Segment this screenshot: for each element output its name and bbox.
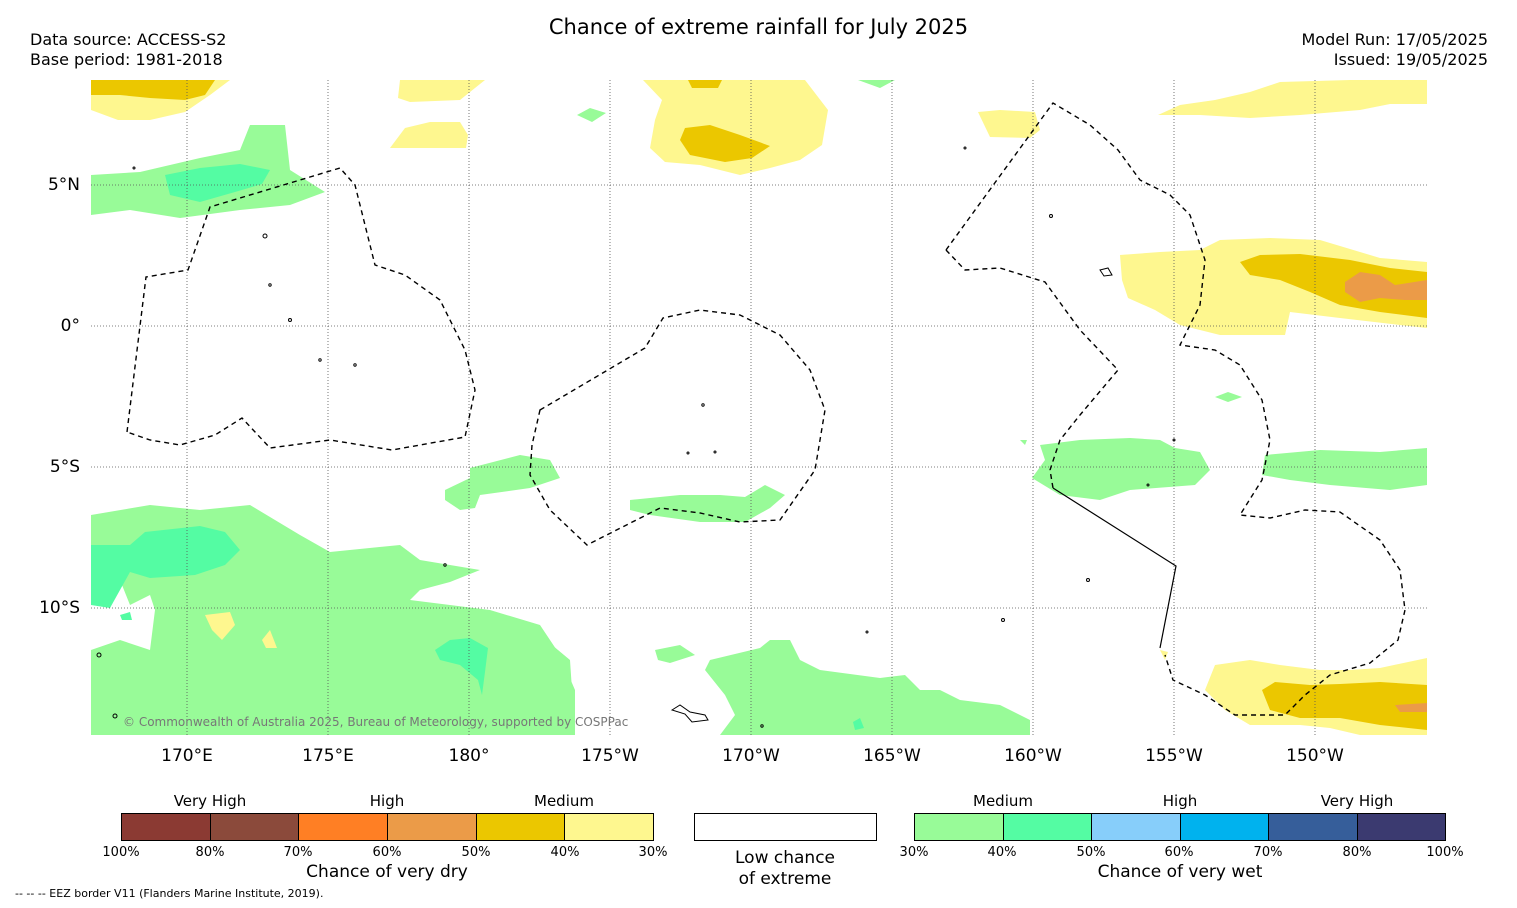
legend-dry-swatch-2 (299, 814, 389, 840)
legend-wet-cat-veryhigh: Very High (1320, 792, 1394, 810)
legend-wet-swatch-0 (915, 814, 1004, 840)
legend-dry-tick: 50% (461, 845, 491, 860)
lat-label-10s: 10°S (39, 598, 80, 618)
lon-label-175e: 175°E (302, 746, 354, 766)
legend-wet-tick: 60% (1164, 845, 1194, 860)
dry-veryhigh-regions (1345, 272, 1427, 712)
eez-solid-border (1052, 487, 1177, 649)
legend-dry-swatch-5 (565, 814, 654, 840)
lon-label-155w: 155°W (1145, 746, 1203, 766)
lon-label-165w: 165°W (863, 746, 921, 766)
legend-dry-swatch-3 (388, 814, 477, 840)
legend-dry-cat-veryhigh: Very High (173, 792, 247, 810)
legend-dry-colorbar (121, 813, 654, 841)
legend-dry-tick: 100% (102, 845, 140, 860)
copyright-credit: © Commonwealth of Australia 2025, Bureau… (123, 715, 629, 729)
lon-label-180: 180° (448, 746, 490, 766)
data-source-line: Data source: ACCESS-S2 (30, 30, 227, 49)
islands (96, 146, 1176, 728)
lat-label-0: 0° (60, 316, 80, 336)
lon-label-160w: 160°W (1004, 746, 1062, 766)
legend-wet-caption: Chance of very wet (1097, 862, 1263, 882)
dry-high-regions (91, 80, 1427, 730)
legend-wet-tick: 30% (899, 845, 929, 860)
lat-label-5n: 5°N (47, 175, 80, 195)
wet-high-regions (91, 164, 864, 730)
legend-dry-cat-high: High (369, 792, 405, 810)
legend-wet-swatch-1 (1003, 814, 1092, 840)
legend-dry-swatch-1 (210, 814, 300, 840)
legend-dry-swatch-4 (476, 814, 566, 840)
lon-label-175w: 175°W (581, 746, 639, 766)
map-layer (91, 80, 1427, 735)
wet-medium-regions (91, 80, 1427, 735)
legend-neutral-swatch (694, 813, 877, 841)
issued-line: Issued: 19/05/2025 (1333, 50, 1488, 69)
legend-neutral-caption-line2: of extreme (738, 869, 832, 889)
legend-wet-swatch-3 (1180, 814, 1269, 840)
legend-wet-swatch-2 (1092, 814, 1181, 840)
legend-wet-colorbar (914, 813, 1446, 841)
lon-label-170e: 170°E (161, 746, 213, 766)
model-run-info: Model Run: 17/05/2025 Issued: 19/05/2025 (1302, 30, 1489, 70)
legend-dry-tick: 30% (638, 845, 668, 860)
legend-neutral-caption-line1: Low chance (735, 848, 835, 868)
eez-footnote: -- -- -- EEZ border V11 (Flanders Marine… (15, 887, 324, 900)
map-title: Chance of extreme rainfall for July 2025 (548, 15, 969, 39)
legend-wet-tick: 70% (1253, 845, 1283, 860)
legend-wet-cat-medium: Medium (973, 792, 1033, 810)
legend-dry-caption: Chance of very dry (306, 862, 468, 882)
base-period-line: Base period: 1981-2018 (30, 50, 223, 69)
data-source-info: Data source: ACCESS-S2 Base period: 1981… (30, 30, 226, 70)
graticule (91, 80, 1427, 735)
legend-wet-swatch-4 (1269, 814, 1358, 840)
lat-label-5s: 5°S (49, 457, 80, 477)
legend-wet-tick: 50% (1076, 845, 1106, 860)
legend-dry-tick: 60% (372, 845, 402, 860)
lon-label-170w: 170°W (722, 746, 780, 766)
legend-wet-swatch-5 (1357, 814, 1445, 840)
model-run-line: Model Run: 17/05/2025 (1301, 30, 1489, 49)
legend-dry-tick: 40% (550, 845, 580, 860)
legend-dry-cat-medium: Medium (534, 792, 594, 810)
legend-wet-tick: 80% (1342, 845, 1372, 860)
lon-label-150w: 150°W (1286, 746, 1344, 766)
legend-dry-tick: 80% (195, 845, 225, 860)
legend-dry-swatch-0 (122, 814, 211, 840)
legend-neutral-caption: Low chance of extreme (685, 848, 885, 890)
eez-borders (126, 102, 1406, 716)
legend-wet-tick: 40% (987, 845, 1017, 860)
legend-dry-tick: 70% (283, 845, 313, 860)
legend-wet-tick: 100% (1426, 845, 1464, 860)
legend-wet-cat-high: High (1162, 792, 1198, 810)
